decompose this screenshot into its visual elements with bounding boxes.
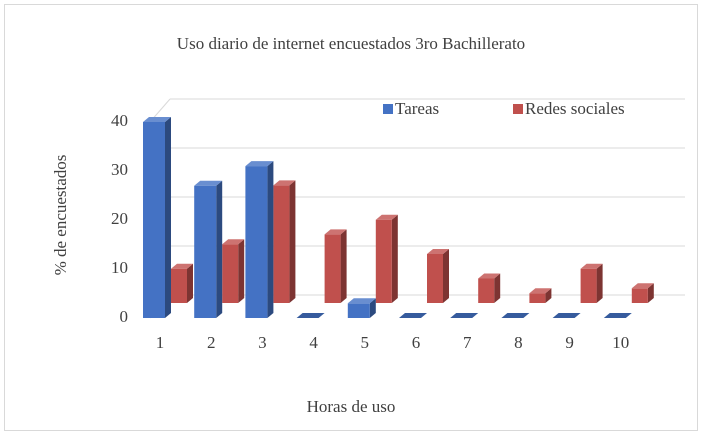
bar — [171, 263, 193, 303]
bar — [450, 313, 479, 318]
bar-top — [375, 214, 398, 220]
bar-front — [375, 219, 392, 303]
bar-side — [369, 298, 376, 318]
bar-front — [245, 166, 268, 318]
y-tick-label: 20 — [111, 209, 128, 228]
bar-side — [165, 117, 171, 318]
bar-front — [580, 268, 597, 303]
bar-front — [347, 303, 370, 318]
bar-side — [391, 214, 398, 303]
bar-front — [631, 288, 648, 303]
bar — [245, 161, 274, 318]
y-axis-label: % de encuestados — [51, 155, 70, 276]
bar — [222, 239, 245, 303]
bar — [427, 249, 449, 303]
bar — [552, 313, 581, 318]
x-tick-label: 5 — [361, 333, 370, 352]
bar-top — [222, 239, 245, 245]
bar-side — [494, 273, 501, 303]
x-tick-label: 2 — [207, 333, 216, 352]
bar-front — [529, 293, 546, 303]
bar-top — [427, 249, 449, 254]
bar-top — [347, 298, 376, 304]
bar-front — [143, 122, 165, 318]
x-tick-label: 9 — [565, 333, 574, 352]
x-tick-label: 8 — [514, 333, 523, 352]
x-tick-label: 6 — [412, 333, 421, 352]
bar-side — [545, 288, 552, 303]
y-tick-label: 40 — [111, 111, 128, 130]
bar — [603, 313, 632, 318]
bar — [273, 180, 296, 303]
bar-front — [273, 185, 290, 303]
x-tick-label: 7 — [463, 333, 472, 352]
bar — [580, 263, 603, 303]
bar-front — [478, 278, 495, 303]
bar-side — [187, 263, 193, 303]
bar-top — [529, 288, 552, 294]
bar-front — [427, 254, 443, 303]
bar — [501, 313, 530, 318]
bar-top — [194, 180, 223, 186]
bar-top — [631, 283, 654, 289]
bar-top — [580, 263, 603, 269]
bar-side — [267, 161, 274, 318]
bar-front — [194, 185, 217, 318]
bar-top — [501, 313, 530, 318]
bar-top — [450, 313, 479, 318]
bar — [529, 288, 552, 303]
bar-top — [552, 313, 581, 318]
bar — [631, 283, 654, 303]
x-axis-label: Horas de uso — [307, 397, 396, 416]
y-tick-label: 30 — [111, 160, 128, 179]
bar-front — [324, 234, 341, 303]
bar-top — [143, 117, 171, 122]
chart-border — [4, 4, 698, 431]
bar-side — [596, 263, 603, 303]
bar-top — [603, 313, 632, 318]
bar — [143, 117, 171, 318]
x-tick-label: 1 — [156, 333, 165, 352]
bar — [347, 298, 376, 318]
bar-side — [238, 239, 245, 303]
legend-label: Redes sociales — [525, 99, 625, 118]
bar — [296, 313, 325, 318]
bar-top — [296, 313, 325, 318]
bar — [375, 214, 398, 303]
bar — [194, 180, 223, 318]
x-tick-label: 10 — [612, 333, 629, 352]
bar-front — [171, 268, 187, 303]
x-tick-label: 4 — [309, 333, 318, 352]
bar-top — [273, 180, 296, 186]
bar-top — [171, 263, 193, 269]
y-tick-label: 0 — [120, 307, 129, 326]
bar-top — [399, 313, 427, 318]
bar-top — [245, 161, 274, 167]
bar — [324, 229, 347, 303]
bar-top — [324, 229, 347, 235]
chart-title: Uso diario de internet encuestados 3ro B… — [177, 34, 525, 53]
legend-label: Tareas — [395, 99, 439, 118]
bar-side — [216, 180, 223, 318]
bar-front — [222, 244, 239, 303]
bar-side — [443, 249, 449, 303]
bar-side — [340, 229, 347, 303]
x-tick-label: 3 — [258, 333, 267, 352]
bar — [399, 313, 427, 318]
legend-swatch — [383, 104, 393, 114]
bar — [478, 273, 501, 303]
bar-top — [478, 273, 501, 279]
bar-side — [647, 283, 654, 303]
legend-swatch — [513, 104, 523, 114]
y-tick-label: 10 — [111, 258, 128, 277]
bar-side — [289, 180, 296, 303]
